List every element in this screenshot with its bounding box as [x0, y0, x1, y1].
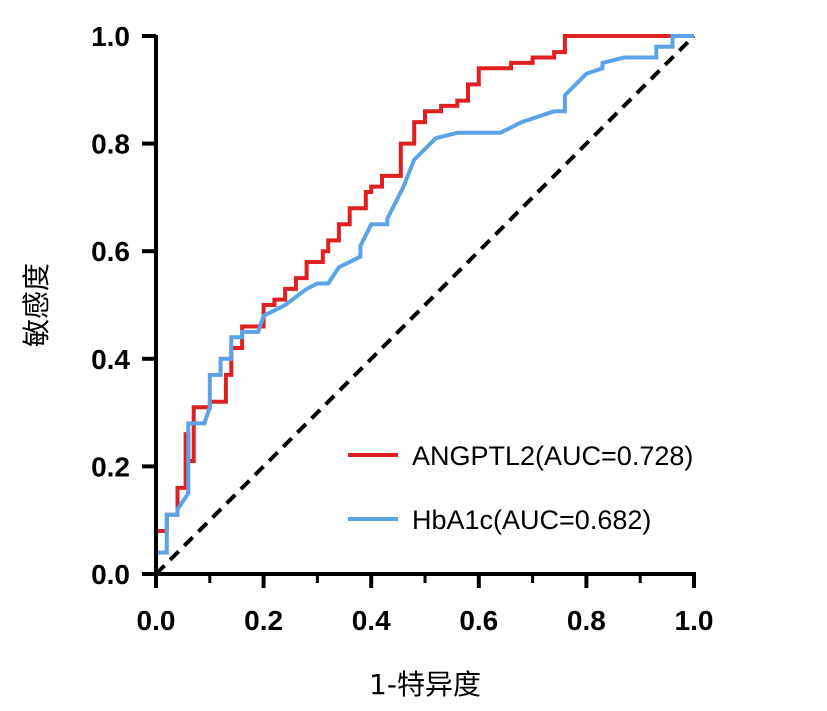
x-tick-label: 1.0: [675, 605, 714, 636]
y-tick-label: 1.0: [91, 21, 130, 52]
x-tick-label: 0.8: [567, 605, 606, 636]
y-axis-title: 敏感度: [20, 263, 53, 347]
reference-diagonal-line: [154, 34, 696, 576]
y-tick-label: 0.0: [91, 559, 130, 590]
x-tick-label: 0.2: [244, 605, 283, 636]
series-layer: [154, 34, 694, 574]
axes-layer: 0.0 0.2 0.4 0.6 0.8 1.0 0.0 0.2 0.4 0.6 0.8 1.0: [91, 21, 713, 636]
legend: ANGPTL2(AUC=0.728) HbA1c(AUC=0.682): [348, 441, 693, 535]
legend-label-hba1c: HbA1c(AUC=0.682): [412, 505, 651, 535]
series-line-hba1c: [154, 34, 694, 574]
y-tick-label: 0.2: [91, 451, 130, 482]
x-tick-label: 0.6: [459, 605, 498, 636]
x-axis-title: 1-特异度: [369, 668, 481, 701]
x-tick-label: 0.0: [137, 605, 176, 636]
x-tick-label: 0.4: [352, 605, 391, 636]
reference-line-layer: [154, 34, 696, 576]
y-tick-label: 0.8: [91, 129, 130, 160]
series-line-angptl2: [154, 34, 694, 574]
y-tick-label: 0.6: [91, 236, 130, 267]
y-tick-label: 0.4: [91, 344, 130, 375]
legend-label-angptl2: ANGPTL2(AUC=0.728): [412, 441, 693, 471]
